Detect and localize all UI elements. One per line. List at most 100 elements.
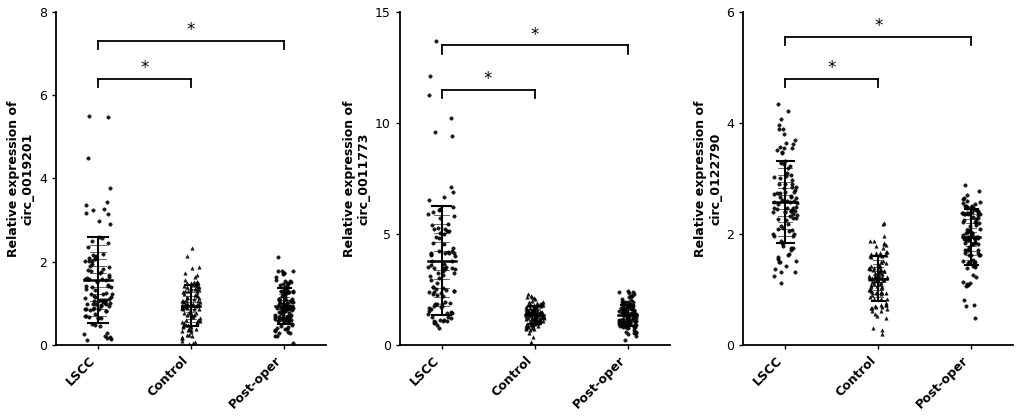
Point bbox=[624, 312, 640, 319]
Point bbox=[439, 313, 455, 320]
Point bbox=[965, 206, 981, 212]
Point bbox=[178, 294, 195, 301]
Point bbox=[533, 314, 549, 320]
Point bbox=[281, 278, 298, 285]
Point bbox=[628, 328, 644, 335]
Point bbox=[877, 306, 894, 312]
Point bbox=[184, 314, 201, 320]
Point bbox=[863, 307, 879, 314]
Point bbox=[520, 324, 536, 330]
Point bbox=[623, 292, 639, 299]
Point bbox=[865, 237, 881, 244]
Point bbox=[431, 214, 447, 221]
Point bbox=[773, 148, 790, 155]
Point bbox=[77, 210, 94, 217]
Point bbox=[431, 317, 447, 324]
Point bbox=[960, 236, 976, 243]
Point bbox=[436, 225, 452, 232]
Point bbox=[622, 310, 638, 317]
Text: *: * bbox=[141, 59, 149, 77]
Point bbox=[86, 293, 102, 299]
Point bbox=[784, 211, 800, 217]
Point bbox=[279, 280, 296, 287]
Point bbox=[430, 207, 446, 214]
Point bbox=[277, 307, 293, 314]
Point bbox=[531, 301, 547, 307]
Point bbox=[619, 308, 635, 315]
Point bbox=[964, 263, 980, 269]
Point bbox=[626, 324, 642, 331]
Point bbox=[101, 296, 117, 303]
Point bbox=[427, 129, 443, 136]
Text: *: * bbox=[530, 25, 538, 43]
Point bbox=[528, 303, 544, 310]
Point bbox=[616, 310, 633, 317]
Point bbox=[626, 330, 642, 336]
Point bbox=[435, 261, 451, 268]
Point bbox=[183, 332, 200, 339]
Point bbox=[268, 324, 284, 331]
Point bbox=[524, 311, 540, 317]
Point bbox=[420, 311, 436, 317]
Point bbox=[84, 257, 100, 264]
Point bbox=[525, 304, 541, 311]
Point bbox=[610, 289, 627, 296]
Point bbox=[624, 305, 640, 312]
Point bbox=[773, 240, 790, 246]
Point bbox=[444, 188, 461, 195]
Point bbox=[860, 273, 876, 279]
Point bbox=[534, 309, 550, 316]
Point bbox=[79, 336, 96, 343]
Point bbox=[878, 296, 895, 302]
Point bbox=[620, 311, 636, 318]
Point bbox=[87, 321, 103, 328]
Point bbox=[970, 210, 986, 217]
Point bbox=[424, 284, 440, 291]
Point bbox=[872, 296, 889, 303]
Point bbox=[971, 198, 987, 205]
Point bbox=[181, 323, 198, 329]
Point bbox=[520, 291, 536, 298]
Point bbox=[281, 298, 298, 305]
Point bbox=[189, 302, 205, 309]
Point bbox=[283, 311, 300, 318]
Point bbox=[443, 310, 460, 317]
Point bbox=[614, 307, 631, 314]
Point bbox=[861, 265, 877, 272]
Point bbox=[783, 245, 799, 252]
Point bbox=[428, 233, 444, 240]
Point bbox=[271, 295, 287, 302]
Point bbox=[956, 211, 972, 218]
Point bbox=[965, 200, 981, 207]
Point bbox=[98, 308, 114, 314]
Point bbox=[877, 290, 894, 296]
Point bbox=[965, 263, 981, 270]
Point bbox=[518, 308, 534, 315]
Point bbox=[272, 305, 288, 312]
Point bbox=[955, 211, 971, 218]
Point bbox=[970, 252, 986, 258]
Point bbox=[964, 240, 980, 247]
Point bbox=[181, 341, 198, 347]
Point bbox=[272, 323, 288, 329]
Point bbox=[283, 296, 300, 303]
Point bbox=[623, 297, 639, 303]
Point bbox=[871, 267, 888, 273]
Point bbox=[276, 294, 292, 301]
Point bbox=[528, 310, 544, 316]
Point bbox=[523, 324, 539, 331]
Point bbox=[435, 271, 451, 278]
Point bbox=[772, 222, 789, 229]
Point bbox=[77, 306, 94, 312]
Point bbox=[534, 302, 550, 309]
Point bbox=[184, 339, 201, 346]
Point bbox=[81, 258, 97, 265]
Point bbox=[100, 283, 116, 289]
Point bbox=[968, 247, 984, 253]
Point bbox=[765, 233, 782, 240]
Point bbox=[971, 226, 987, 233]
Point bbox=[777, 173, 794, 180]
Point bbox=[522, 312, 538, 319]
Point bbox=[446, 252, 463, 259]
Point bbox=[87, 255, 103, 261]
